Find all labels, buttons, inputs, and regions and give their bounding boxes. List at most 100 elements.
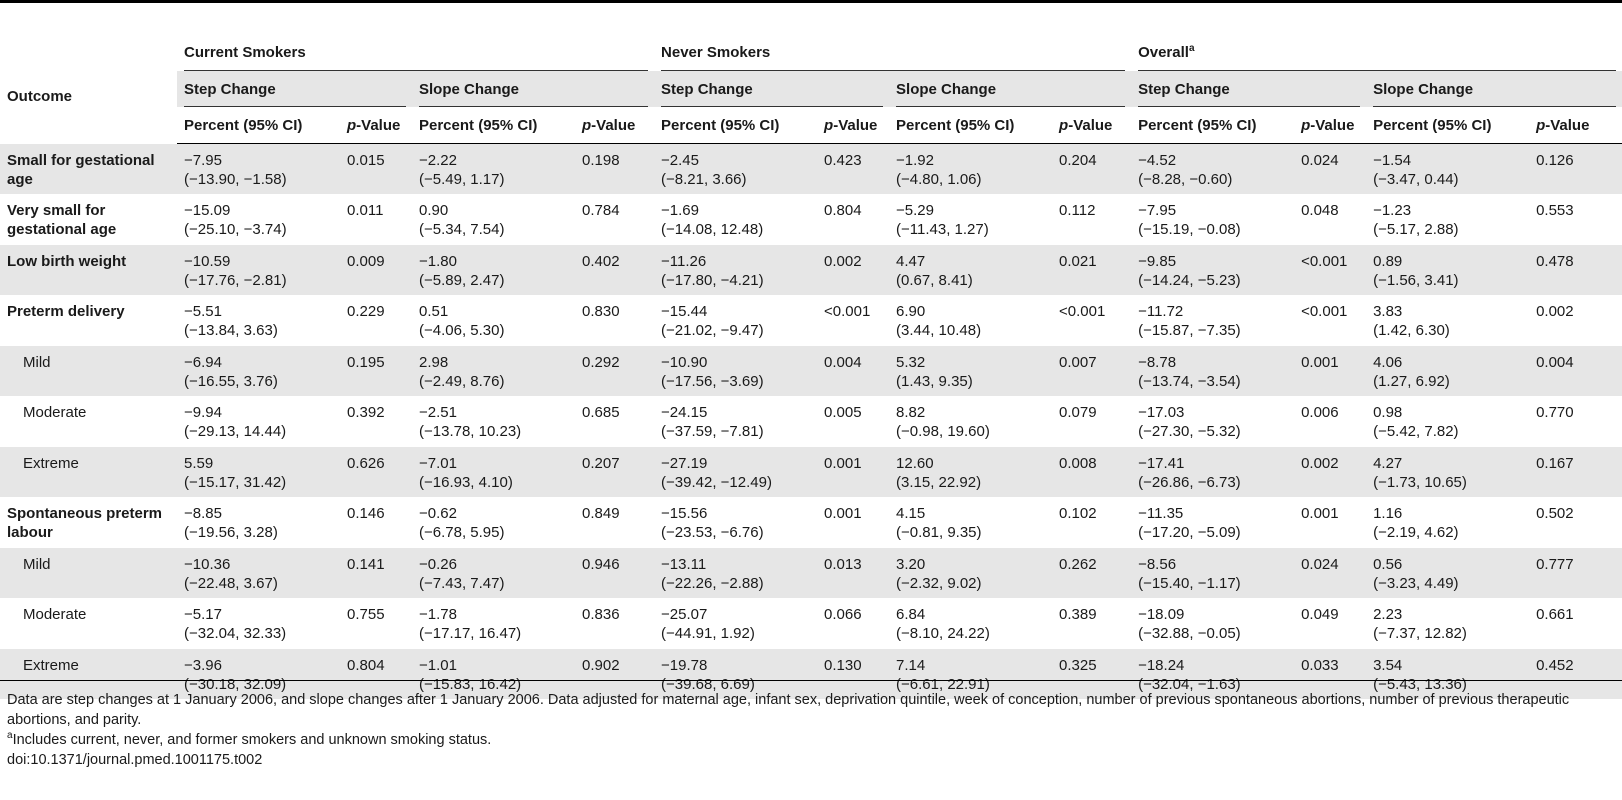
p-value: 0.902 (582, 656, 620, 674)
estimate-value: 0.89 (1373, 252, 1403, 270)
group-header-never-smokers: Never Smokers (654, 34, 1131, 71)
estimate-value: −24.15 (661, 404, 708, 421)
p-value-cell: 0.207 (575, 446, 655, 497)
percent-ci-cell: 0.51 (−4.06, 5.30) (412, 295, 575, 346)
estimate-value: 3.54 (1373, 656, 1403, 674)
p-value: 0.423 (824, 152, 862, 169)
percent-ci-cell: 0.56 (−3.23, 4.49) (1366, 547, 1530, 598)
p-value-cell: 0.392 (340, 396, 412, 447)
percent-ci-cell: −5.51 (−13.84, 3.63) (177, 295, 340, 346)
estimate-value: −0.62 (419, 505, 457, 522)
p-value-cell: 0.389 (1052, 598, 1131, 649)
p-value-header: p-Value (817, 107, 890, 144)
outcome-column-header: Outcome (0, 34, 177, 144)
percent-ci-cell: −9.94 (−29.13, 14.44) (177, 396, 340, 447)
header-row-groups: Outcome Current Smokers Never Smokers Ov… (0, 34, 1622, 144)
p-value-cell: 0.478 (1529, 244, 1622, 295)
estimate-value: 5.59 (184, 454, 214, 472)
p-value: 0.008 (1059, 454, 1097, 472)
percent-ci-cell: 5.59 (−15.17, 31.42) (177, 446, 340, 497)
p-value: 0.079 (1059, 404, 1097, 421)
p-value-cell: 0.229 (340, 295, 412, 346)
p-value-cell: 0.452 (1529, 648, 1622, 699)
p-value: 0.112 (1059, 202, 1096, 219)
percent-ci-cell: −19.78 (−39.68, 6.69) (654, 648, 818, 699)
p-value-cell: 0.013 (817, 547, 890, 598)
estimate-value: −15.09 (184, 202, 231, 219)
estimate-value: 4.27 (1373, 454, 1403, 472)
estimate-value: −18.09 (1138, 606, 1185, 623)
confidence-interval: (−32.88, −0.05) (1138, 625, 1241, 642)
confidence-interval: (−5.49, 1.17) (419, 171, 505, 188)
p-value: 0.478 (1536, 252, 1574, 270)
p-value: 0.770 (1536, 404, 1574, 421)
confidence-interval: (−17.17, 16.47) (419, 625, 522, 642)
p-value-cell: 0.002 (1294, 446, 1367, 497)
percent-ci-cell: −9.85 (−14.24, −5.23) (1131, 244, 1295, 295)
percent-ci-cell: −11.26 (−17.80, −4.21) (654, 244, 818, 295)
p-value-header: p-Value (1294, 107, 1367, 144)
confidence-interval: (−11.43, 1.27) (896, 221, 989, 238)
percent-ci-header: Percent (95% CI) (654, 107, 818, 144)
percent-ci-cell: 4.47 (0.67, 8.41) (889, 244, 1053, 295)
percent-ci-cell: −11.35 (−17.20, −5.09) (1131, 497, 1294, 548)
confidence-interval: (−5.34, 7.54) (419, 221, 505, 238)
p-value-cell: 0.141 (340, 547, 412, 598)
percent-ci-cell: 4.06 (1.27, 6.92) (1366, 345, 1530, 396)
p-value: 0.002 (824, 252, 862, 270)
header-row-metrics: Percent (95% CI) p-Value Percent (95% CI) p… (0, 107, 1622, 144)
p-value: 0.146 (347, 505, 385, 522)
p-value-cell: 0.004 (1529, 345, 1622, 396)
p-value: 0.849 (582, 505, 620, 522)
p-value: 0.033 (1301, 656, 1339, 674)
p-value: 0.001 (1301, 353, 1339, 371)
table-row: Mild −6.94 (−16.55, 3.76) 0.195 2.98 (−2.49, … (0, 345, 1622, 396)
p-value-cell: 0.402 (575, 244, 655, 295)
p-value: 0.292 (582, 353, 620, 371)
estimate-value: 2.98 (419, 353, 449, 371)
estimate-value: −10.90 (661, 353, 708, 371)
percent-ci-cell: −1.92 (−4.80, 1.06) (889, 143, 1053, 194)
percent-ci-cell: −15.44 (−21.02, −9.47) (654, 295, 817, 346)
results-table-container: Outcome Current Smokers Never Smokers Ov… (0, 34, 1622, 699)
percent-ci-cell: −10.59 (−17.76, −2.81) (177, 244, 340, 295)
p-value-cell: 0.006 (1294, 396, 1366, 447)
estimate-value: 6.90 (896, 303, 926, 320)
p-value-cell: 0.292 (575, 345, 655, 396)
p-value: 0.021 (1059, 252, 1097, 270)
p-value-cell: 0.011 (340, 194, 412, 245)
p-value: 0.049 (1301, 606, 1339, 623)
percent-ci-cell: −2.45 (−8.21, 3.66) (654, 143, 818, 194)
p-value: 0.402 (582, 252, 620, 270)
confidence-interval: (−15.17, 31.42) (184, 473, 287, 491)
confidence-interval: (−17.56, −3.69) (661, 372, 764, 390)
table-row: Mild −10.36 (−22.48, 3.67) 0.141 −0.26 (−7.43… (0, 547, 1622, 598)
p-value: 0.804 (347, 656, 385, 674)
percent-ci-cell: 5.32 (1.43, 9.35) (889, 345, 1053, 396)
confidence-interval: (−13.90, −1.58) (184, 171, 287, 188)
p-value: <0.001 (824, 303, 871, 320)
percent-ci-cell: 8.82 (−0.98, 19.60) (889, 396, 1052, 447)
p-value-cell: 0.005 (817, 396, 889, 447)
percent-ci-cell: −5.29 (−11.43, 1.27) (889, 194, 1052, 245)
estimate-value: −6.94 (184, 353, 222, 371)
estimate-value: −1.69 (661, 202, 699, 219)
table-bottom-rule (0, 680, 1622, 681)
confidence-interval: (−7.43, 7.47) (419, 574, 505, 592)
p-value-cell: 0.770 (1529, 396, 1622, 447)
table-row: Low birth weight −10.59 (−17.76, −2.81) 0.0… (0, 244, 1622, 295)
p-value-cell: 0.024 (1294, 547, 1367, 598)
footnote-a: aIncludes current, never, and former smo… (7, 730, 1617, 750)
estimate-value: −17.41 (1138, 454, 1185, 472)
p-value-cell: 0.262 (1052, 547, 1132, 598)
estimate-value: −1.01 (419, 656, 457, 674)
percent-ci-cell: −25.07 (−44.91, 1.92) (654, 598, 817, 649)
results-table: Outcome Current Smokers Never Smokers Ov… (0, 34, 1622, 699)
p-value-cell: 0.836 (575, 598, 654, 649)
percent-ci-cell: −0.62 (−6.78, 5.95) (412, 497, 575, 548)
p-value-cell: <0.001 (1294, 295, 1366, 346)
p-value-cell: 0.001 (1294, 497, 1366, 548)
percent-ci-cell: 3.54 (−5.43, 13.36) (1366, 648, 1530, 699)
estimate-value: −2.22 (419, 152, 457, 169)
confidence-interval: (0.67, 8.41) (896, 271, 973, 289)
